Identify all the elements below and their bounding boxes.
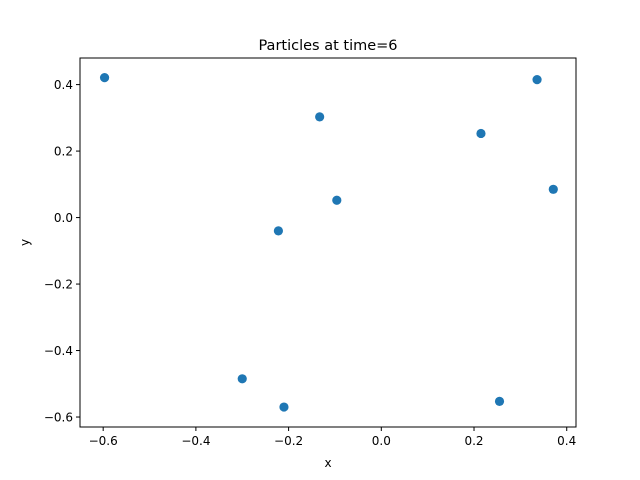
y-tick-label: 0.0: [54, 211, 73, 225]
data-point-5: [548, 184, 558, 194]
data-point-7: [273, 226, 283, 236]
data-point-3: [476, 128, 486, 139]
y-tick-label: −0.4: [44, 344, 73, 358]
points-layer: [99, 73, 558, 412]
y-tick-label: 0.4: [54, 78, 73, 92]
data-point-8: [237, 374, 247, 384]
y-tick-label: 0.2: [54, 144, 73, 158]
data-point-6: [332, 195, 342, 205]
x-tick-label: −0.2: [274, 434, 303, 448]
x-tick-label: −0.6: [89, 434, 118, 448]
y-axis-label: y: [18, 239, 32, 246]
data-point-1: [99, 73, 110, 83]
y-axis-ticks: −0.6 −0.4 −0.2 0.0 0.2 0.4: [44, 78, 80, 424]
x-axis-label: x: [324, 456, 331, 470]
x-tick-label: 0.4: [557, 434, 576, 448]
x-tick-label: 0.2: [464, 434, 483, 448]
data-point-4: [532, 75, 542, 85]
data-point-9: [279, 402, 289, 412]
x-axis-ticks: −0.6 −0.4 −0.2 0.0 0.2 0.4: [89, 427, 576, 448]
y-tick-label: −0.6: [44, 410, 73, 424]
x-tick-label: 0.0: [372, 434, 391, 448]
plot-frame: [79, 57, 577, 428]
x-tick-label: −0.4: [181, 434, 210, 448]
data-point-10: [494, 396, 505, 406]
data-point-2: [315, 112, 325, 122]
y-tick-label: −0.2: [44, 277, 73, 291]
chart-title: Particles at time=6: [258, 38, 397, 54]
